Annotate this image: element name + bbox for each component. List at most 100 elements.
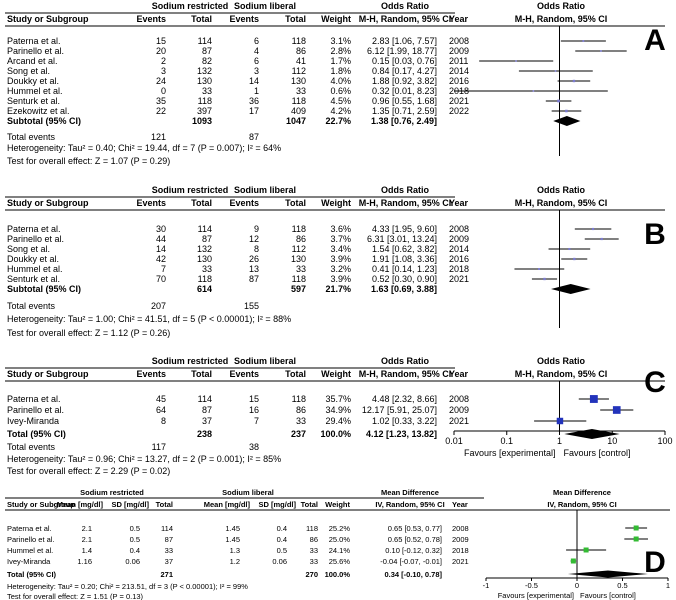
panel-d-row-weight: 25.2% xyxy=(329,524,351,533)
panel-b-row-point xyxy=(568,247,571,251)
panel-c-header-study: Study or Subgroup xyxy=(7,369,89,379)
panel-d-header-sd2: SD [mg/dl] xyxy=(259,500,297,509)
panel-b-row-ci: 1.91 [1.08, 3.36] xyxy=(372,254,437,264)
panel-a-row-study: Parinello et al. xyxy=(7,46,64,56)
panel-a-header-study: Study or Subgroup xyxy=(7,14,89,24)
panel-a-header-total2: Total xyxy=(285,14,306,24)
panel-b-row-weight: 3.7% xyxy=(330,234,351,244)
panel-a-row-events2: 17 xyxy=(249,106,259,116)
panel-d-row-point xyxy=(633,536,639,542)
panel-a-row-weight: 1.7% xyxy=(330,56,351,66)
panel-d-row-study: Parinello et al. xyxy=(7,535,55,544)
panel-d-header-total2: Total xyxy=(301,500,318,509)
panel-a-header-events1: Events xyxy=(136,14,166,24)
panel-b-row-events1: 70 xyxy=(156,274,166,284)
panel-d-subtotal-weight: 100.0% xyxy=(325,570,351,579)
panel-d-favours-left: Favours [experimental] xyxy=(498,591,574,600)
panel-a-total-events-label: Total events xyxy=(7,132,56,142)
panel-c-row-year: 2009 xyxy=(449,405,469,415)
panel-d-subtotal-ci: 0.34 [-0.10, 0.78] xyxy=(384,570,442,579)
panel-d-header-study: Study or Subgroup xyxy=(7,500,75,509)
panel-a-row-events1: 0 xyxy=(161,86,166,96)
panel-d-row-sd2: 0.4 xyxy=(277,524,287,533)
panel-c-row-events2: 7 xyxy=(254,416,259,426)
panel-b-total-events2: 155 xyxy=(244,301,259,311)
panel-b-row-events1: 30 xyxy=(156,224,166,234)
panel-d-header-effect-plot: Mean Difference xyxy=(553,488,611,497)
panel-d-row-study: Ivey-Miranda xyxy=(7,557,51,566)
panel-b-row-events2: 13 xyxy=(249,264,259,274)
panel-c-total-events-label: Total events xyxy=(7,442,56,452)
panel-c-row-ci: 4.48 [2.32, 8.66] xyxy=(372,394,437,404)
panel-a-row-total1: 82 xyxy=(202,56,212,66)
panel-d-row-year: 2018 xyxy=(452,546,469,555)
panel-a-row-point xyxy=(582,40,585,42)
panel-b-header-weight: Weight xyxy=(321,198,351,208)
panel-b-header-effect: Odds Ratio xyxy=(381,185,430,195)
panel-d-row-ci: 0.65 [0.52, 0.78] xyxy=(388,535,442,544)
panel-d-row-total2: 86 xyxy=(310,535,318,544)
panel-a-row-year: 2011 xyxy=(449,56,468,66)
panel-a-row-total2: 112 xyxy=(292,66,306,76)
panel-a-row-study: Ezekowitz et al. xyxy=(7,106,70,116)
panel-b-subtotal-label: Subtotal (95% CI) xyxy=(7,284,81,294)
panel-d-row-point xyxy=(570,558,576,564)
panel-b-row-weight: 3.9% xyxy=(330,274,351,284)
panel-d-x-tick-label: 1 xyxy=(666,581,670,590)
panel-c-row-total1: 37 xyxy=(202,416,212,426)
panel-a-row-events2: 6 xyxy=(254,56,259,66)
panel-b-subtotal-total2: 597 xyxy=(291,284,306,294)
panel-a-row-year: 2016 xyxy=(449,76,469,86)
panel-d-row-total1: 87 xyxy=(165,535,173,544)
panel-c-subtotal-total1: 238 xyxy=(197,429,212,439)
panel-a-row-events2: 6 xyxy=(254,36,259,46)
panel-d-subtotal-total2: 270 xyxy=(305,570,318,579)
panel-d-row-sd1: 0.06 xyxy=(125,557,140,566)
panel-c-row-events2: 16 xyxy=(249,405,259,415)
panel-a-row-total1: 130 xyxy=(197,76,212,86)
panel-b-row-point xyxy=(538,268,541,270)
panel-b-row-total2: 86 xyxy=(296,234,306,244)
panel-c-subtotal-total2: 237 xyxy=(291,429,306,439)
panel-a-subtotal-ci: 1.38 [0.76, 2.49] xyxy=(371,116,437,126)
panel-a-row-year: 2014 xyxy=(449,66,469,76)
panel-d-header-mean1: Mean [mg/dl] xyxy=(57,500,104,509)
panel-a-row-events1: 2 xyxy=(161,56,166,66)
panel-b-row-ci: 6.31 [3.01, 13.24] xyxy=(367,234,437,244)
panel-d-header-method: IV, Random, 95% CI xyxy=(375,500,444,509)
panel-c-row-ci: 1.02 [0.33, 3.22] xyxy=(372,416,437,426)
panel-a-header-group2: Sodium liberal xyxy=(234,1,296,11)
panel-d-row-mean2: 1.3 xyxy=(230,546,240,555)
panel-c-header-year: Year xyxy=(449,369,469,379)
panel-a-row-point xyxy=(565,109,568,113)
panel-b-row-total2: 130 xyxy=(291,254,306,264)
panel-b-row-events2: 26 xyxy=(249,254,259,264)
panel-b-row-events1: 42 xyxy=(156,254,166,264)
panel-c-row-events1: 8 xyxy=(161,416,166,426)
panel-b-row-events2: 8 xyxy=(254,244,259,254)
panel-b-row-year: 2014 xyxy=(449,244,469,254)
panel-a-row-ci: 0.15 [0.03, 0.76] xyxy=(372,56,437,66)
panel-a-row-study: Senturk et al. xyxy=(7,96,60,106)
panel-a-row-ci: 0.84 [0.17, 4.27] xyxy=(372,66,437,76)
panel-a-row-total2: 409 xyxy=(291,106,306,116)
panel-d-row-total2: 33 xyxy=(310,546,318,555)
panel-b-row-weight: 3.4% xyxy=(330,244,351,254)
panel-d-row-year: 2009 xyxy=(452,535,469,544)
panel-a-row-total2: 86 xyxy=(296,46,306,56)
panel-a-subtotal-weight: 22.7% xyxy=(325,116,351,126)
panel-b-row-total1: 118 xyxy=(198,274,212,284)
panel-a-row-total1: 33 xyxy=(202,86,212,96)
panel-a-row-events2: 1 xyxy=(254,86,259,96)
panel-a-header-total1: Total xyxy=(191,14,212,24)
panel-d-header-group1: Sodium restricted xyxy=(80,488,144,497)
panel-b-header-events2: Events xyxy=(229,198,259,208)
panel-d-subtotal-diamond xyxy=(567,570,648,578)
panel-b-letter: B xyxy=(644,218,666,251)
panel-a-header-weight: Weight xyxy=(321,14,351,24)
panel-b-row-total1: 114 xyxy=(198,224,212,234)
panel-d-x-tick-label: -1 xyxy=(483,581,490,590)
panel-c-overall-effect: Test for overall effect: Z = 2.29 (P = 0… xyxy=(7,466,170,476)
panel-d-row-sd2: 0.06 xyxy=(272,557,287,566)
panel-d-row-total2: 33 xyxy=(310,557,318,566)
